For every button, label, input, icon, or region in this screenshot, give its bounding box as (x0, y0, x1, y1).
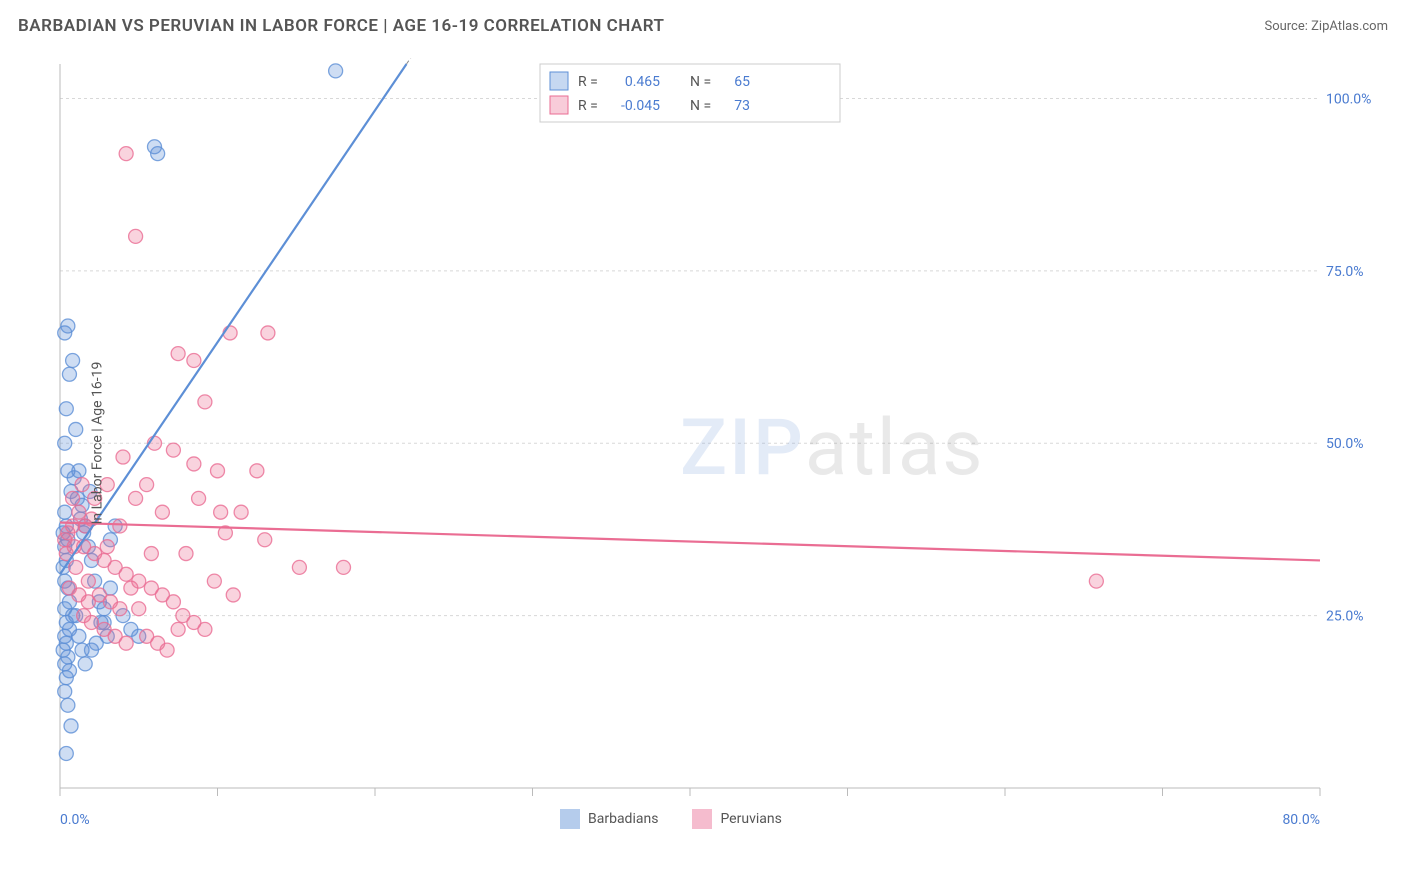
legend-swatch (560, 809, 580, 829)
scatter-chart: 0.0% 80.0% 25.0% 50.0% 75.0% 100.0% R = 0.465 N … (50, 58, 1380, 828)
svg-text:75.0%: 75.0% (1326, 264, 1364, 280)
svg-text:R =: R = (578, 74, 598, 90)
chart-area: In Labor Force | Age 16-19 0.0% 80.0% 25.0… (50, 58, 1380, 828)
svg-text:-0.045: -0.045 (621, 98, 660, 114)
svg-text:65: 65 (734, 74, 750, 90)
svg-text:R =: R = (578, 98, 598, 114)
svg-text:N =: N = (690, 98, 711, 114)
chart-source: Source: ZipAtlas.com (1264, 19, 1388, 34)
svg-text:N =: N = (690, 74, 711, 90)
legend-item: Peruvians (692, 808, 781, 829)
legend-swatch (692, 809, 712, 829)
legend-label: Barbadians (588, 811, 658, 827)
svg-text:25.0%: 25.0% (1326, 609, 1364, 625)
legend-item: Barbadians (560, 808, 658, 829)
y-axis-label: In Labor Force | Age 16-19 (89, 362, 105, 525)
chart-title: BARBADIAN VS PERUVIAN IN LABOR FORCE | A… (18, 16, 665, 36)
series-legend: Barbadians Peruvians (560, 808, 782, 829)
legend-label: Peruvians (720, 811, 781, 827)
svg-text:73: 73 (734, 98, 750, 114)
svg-text:50.0%: 50.0% (1326, 436, 1364, 452)
svg-text:0.0%: 0.0% (60, 812, 90, 828)
svg-text:80.0%: 80.0% (1282, 812, 1320, 828)
header-bar: BARBADIAN VS PERUVIAN IN LABOR FORCE | A… (18, 16, 1388, 36)
svg-text:100.0%: 100.0% (1326, 91, 1371, 107)
svg-text:0.465: 0.465 (625, 74, 660, 90)
